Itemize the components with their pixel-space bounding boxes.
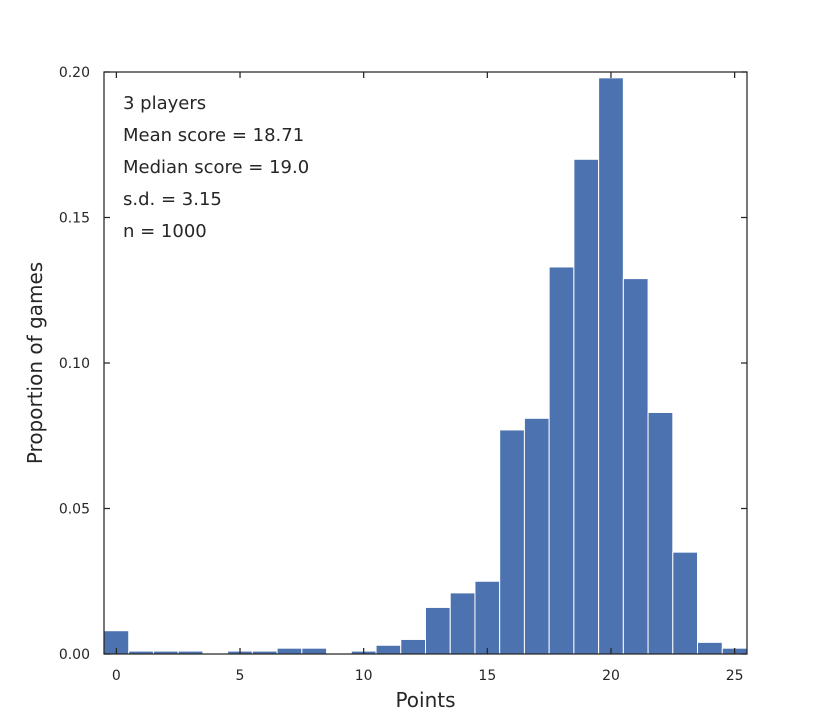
ticks-layer [104,71,747,655]
bar-11 [375,644,402,655]
bar-13 [425,606,451,655]
y-axis-title: Proportion of games [23,262,47,464]
bar-12 [400,638,426,655]
annotation-1: Mean score = 18.71 [123,125,304,146]
y-tick-label-0: 0.00 [59,647,90,663]
bar-8 [301,647,328,655]
bar-22 [647,411,674,655]
x-axis-title: Points [395,688,455,712]
bars-layer [103,77,748,655]
labels-layer: 0 5 10 15 20 25 0.00 0.05 0.10 0.15 0.20 Points Prop… [23,65,744,712]
x-tick-label-10: 10 [355,668,373,684]
x-tick-label-25: 25 [726,668,744,684]
y-tick-label-4: 0.20 [59,65,90,81]
bar-19 [573,158,600,655]
x-tick-label-5: 5 [236,668,245,684]
bar-24 [697,641,723,655]
annotation-0: 3 players [123,93,206,114]
bar-7 [276,647,303,655]
y-tick-label-1: 0.05 [59,502,90,518]
annotation-3: s.d. = 3.15 [123,189,222,210]
annotation-4: n = 1000 [123,221,207,242]
x-tick-label-0: 0 [112,668,121,684]
bar-23 [672,551,699,655]
bar-16 [499,429,525,655]
annotation-2: Median score = 19.0 [123,157,309,178]
annotations-layer: 3 players Mean score = 18.71 Median score … [123,93,309,242]
bar-14 [449,592,476,655]
bar-15 [474,580,501,655]
bar-18 [548,266,575,655]
y-tick-label-2: 0.10 [59,356,90,372]
bar-17 [523,417,550,655]
bar-21 [622,278,649,655]
bar-20 [598,77,624,655]
x-tick-label-15: 15 [478,668,496,684]
x-tick-label-20: 20 [602,668,620,684]
y-tick-label-3: 0.15 [59,211,90,227]
